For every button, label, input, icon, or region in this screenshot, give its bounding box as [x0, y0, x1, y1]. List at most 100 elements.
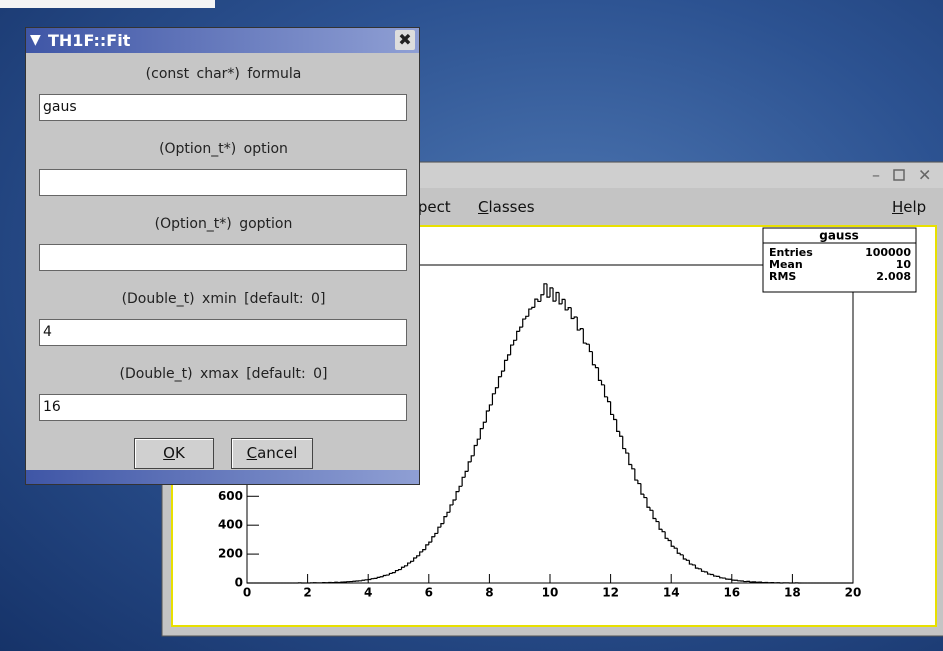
- histogram-bin: [400, 566, 405, 570]
- histogram-bin: [479, 428, 484, 440]
- text-entry[interactable]: [39, 244, 407, 271]
- x-tick-label: 0: [243, 586, 251, 600]
- menu-item[interactable]: Classes: [478, 198, 535, 216]
- histogram-bin: [585, 343, 590, 345]
- histogram-bin: [725, 578, 729, 580]
- histogram-bin: [522, 318, 526, 328]
- histogram-bin: [519, 326, 523, 332]
- histogram-bin: [552, 287, 557, 302]
- histogram-bin: [697, 568, 702, 570]
- histogram-bin: [464, 470, 469, 478]
- dialog-titlebar: ▼ TH1F::Fit ✖: [26, 28, 419, 53]
- text-entry[interactable]: 16: [39, 394, 407, 421]
- histogram-bin: [455, 491, 460, 501]
- histogram-bin: [731, 579, 735, 581]
- histogram-bin: [443, 516, 447, 524]
- histogram-bin: [485, 410, 490, 423]
- histogram-bin: [555, 291, 560, 302]
- histogram-bin: [510, 344, 514, 355]
- histogram-bin: [685, 559, 690, 561]
- histogram-bin: [713, 574, 717, 577]
- stats-value: 2.008: [876, 270, 911, 283]
- histogram-bin: [634, 468, 638, 481]
- close-button[interactable]: ✖: [395, 30, 415, 50]
- histogram-bin: [473, 444, 478, 456]
- histogram-bin: [637, 480, 641, 485]
- histogram-bin: [416, 555, 420, 558]
- stats-title: gauss: [819, 229, 859, 243]
- histogram-bin: [594, 364, 599, 369]
- x-tick-label: 6: [425, 586, 433, 600]
- histogram-bin: [616, 419, 620, 432]
- histogram-bin: [667, 538, 672, 542]
- histogram-bin: [658, 521, 663, 530]
- dialog-footer: [26, 470, 419, 484]
- histogram-bin: [703, 571, 708, 573]
- stats-value: 100000: [865, 246, 911, 259]
- histogram-bin: [661, 529, 666, 533]
- ok-button[interactable]: OK: [134, 438, 214, 469]
- histogram-bin: [676, 548, 681, 554]
- histogram-bin: [670, 540, 675, 547]
- stats-label: Mean: [769, 258, 803, 271]
- text-entry[interactable]: gaus: [39, 94, 407, 121]
- text-entry[interactable]: 4: [39, 319, 407, 346]
- histogram-bin: [370, 578, 375, 580]
- minimize-button[interactable]: –: [872, 166, 880, 185]
- histogram-bin: [606, 396, 611, 403]
- histogram-bin: [540, 294, 544, 302]
- histogram-bin: [397, 568, 402, 571]
- histogram-bin: [640, 483, 644, 495]
- x-tick-label: 14: [663, 586, 680, 600]
- histogram-bin: [446, 511, 451, 517]
- menu-chevron[interactable]: ▼: [30, 32, 41, 48]
- x-tick-label: 16: [723, 586, 740, 600]
- close-button[interactable]: ✕: [918, 166, 931, 185]
- fit-dialog: ▼ TH1F::Fit ✖ (const char*) formula gaus (Op…: [25, 27, 420, 485]
- histogram-bin: [461, 476, 466, 487]
- histogram-bin: [619, 431, 623, 437]
- histogram-bin: [376, 576, 381, 579]
- histogram-bin: [749, 581, 754, 583]
- menu-item[interactable]: spect: [410, 198, 451, 216]
- y-tick-label: 0: [235, 576, 243, 590]
- histogram-bin: [588, 344, 593, 353]
- histogram-bin: [470, 455, 475, 462]
- y-tick-label: 400: [218, 518, 243, 532]
- histogram-bin: [513, 339, 517, 346]
- histogram-bin: [410, 560, 414, 564]
- histogram-bin: [564, 299, 569, 311]
- histogram-bin: [646, 497, 650, 508]
- histogram-bin: [570, 307, 575, 320]
- menu-item[interactable]: Help: [892, 198, 927, 216]
- histogram-bin: [700, 568, 705, 572]
- top-panel: [0, 0, 215, 8]
- histogram-bin: [406, 562, 411, 566]
- histogram-bin: [643, 494, 647, 499]
- histogram-bin: [573, 316, 578, 319]
- histogram-bin: [537, 299, 541, 303]
- cancel-button[interactable]: Cancel: [231, 438, 313, 469]
- histogram-bin: [419, 551, 423, 556]
- x-tick-label: 18: [784, 586, 801, 600]
- histogram-bin: [546, 283, 550, 298]
- histogram-bin: [649, 507, 654, 511]
- histogram-bin: [652, 510, 657, 520]
- histogram-bin: [679, 553, 684, 556]
- histogram-bin: [576, 317, 581, 331]
- field-label: (Option_t*) option: [159, 141, 288, 157]
- x-tick-label: 20: [845, 586, 862, 600]
- histogram-bin: [682, 554, 687, 560]
- histogram-bin: [597, 367, 602, 381]
- histogram-bin: [610, 401, 614, 416]
- text-entry[interactable]: [39, 169, 407, 196]
- histogram-bin: [591, 351, 596, 366]
- histogram-bin: [482, 421, 487, 429]
- x-tick-label: 2: [303, 586, 311, 600]
- histogram-bin: [625, 448, 629, 454]
- maximize-button[interactable]: [893, 169, 905, 181]
- histogram-bin: [497, 376, 502, 388]
- histogram-bin: [476, 438, 481, 446]
- histogram-bin: [449, 504, 454, 513]
- histogram-bin: [655, 518, 660, 523]
